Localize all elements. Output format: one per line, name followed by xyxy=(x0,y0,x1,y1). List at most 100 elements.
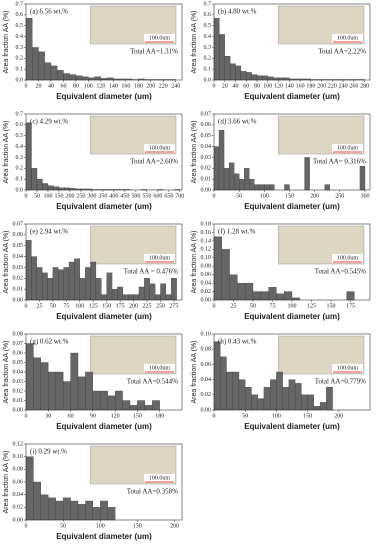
bar xyxy=(282,387,290,411)
x-tick-label: 200 xyxy=(334,413,343,419)
y-tick-label: 0.04 xyxy=(13,492,24,498)
bar xyxy=(283,77,290,81)
y-axis-label: Area fraction AA (%) xyxy=(3,450,10,513)
x-tick-label: 150 xyxy=(303,413,312,419)
panel: 100.0um 0.00 0.02 0.04 0.06 0.08 0.10 0.12 0 50 10… xyxy=(3,441,183,541)
x-tick-label: 500 xyxy=(131,193,140,199)
x-tick-label: 150 xyxy=(102,303,111,309)
y-tick-label: 0.0 xyxy=(204,77,212,83)
x-tick-label: 100 xyxy=(260,193,269,199)
bar xyxy=(288,379,296,411)
bar xyxy=(50,65,58,81)
bar xyxy=(346,291,355,301)
bar xyxy=(88,77,95,81)
bar xyxy=(232,371,240,411)
y-tick-label: 0.05 xyxy=(13,360,24,366)
bar xyxy=(128,294,134,301)
bar xyxy=(94,76,102,81)
x-tick-label: 150 xyxy=(133,523,142,529)
y-tick-label: 0.08 xyxy=(13,467,24,473)
y-tick-label: 0.08 xyxy=(13,331,24,337)
x-tick-label: 200 xyxy=(129,303,138,309)
bar xyxy=(55,500,64,521)
bar xyxy=(101,294,107,301)
plot-frame xyxy=(213,113,371,191)
y-tick-label: 0.03 xyxy=(13,379,24,385)
x-tick-label: 50 xyxy=(236,193,242,199)
y-tick-label: 0.14 xyxy=(201,238,212,244)
bar xyxy=(75,75,83,81)
bar xyxy=(260,291,269,301)
panel: 100.0um 0.00 0.02 0.04 0.06 0.08 0.10 0 50 100 150… xyxy=(191,331,371,431)
bar xyxy=(256,75,263,81)
bar xyxy=(252,291,261,301)
y-tick-label: 0.07 xyxy=(13,341,24,347)
bar xyxy=(154,294,161,301)
x-tick-label: 125 xyxy=(307,303,316,309)
bar xyxy=(284,291,293,301)
bar xyxy=(62,497,71,521)
x-tick-label: 225 xyxy=(143,303,152,309)
x-axis-label: Equivalent diameter (um) xyxy=(56,422,152,431)
y-tick-label: 0.6 xyxy=(204,12,212,18)
x-tick-label: 180 xyxy=(306,83,315,89)
plot-frame xyxy=(25,113,183,191)
bar xyxy=(106,272,113,301)
bar xyxy=(82,76,89,81)
x-tick-label: 180 xyxy=(155,413,164,419)
scale-box xyxy=(144,34,175,43)
y-axis-label: Area fraction AA (%) xyxy=(191,340,198,403)
bar xyxy=(301,394,308,411)
annotation: Total AA=0.545% xyxy=(315,268,366,276)
bar xyxy=(239,178,245,191)
x-tick-label: 350 xyxy=(98,193,107,199)
x-tick-label: 20 xyxy=(35,83,41,89)
scale-label: 100.0um xyxy=(149,35,171,41)
y-tick-label: 0.05 xyxy=(13,243,24,249)
plot-frame xyxy=(25,3,183,81)
y-tick-label: 0.02 xyxy=(201,392,212,398)
y-tick-label: 0.03 xyxy=(201,155,212,161)
y-tick-label: 0.16 xyxy=(201,230,212,236)
bar xyxy=(100,390,108,411)
y-tick-label: 0.06 xyxy=(13,350,24,356)
x-tick-label: 90 xyxy=(90,413,96,419)
x-tick-label: 160 xyxy=(296,83,305,89)
x-tick-label: 100 xyxy=(43,193,52,199)
bar xyxy=(92,507,101,521)
annotation: Total AA=0.779% xyxy=(315,378,366,386)
panel-title: (a) 6.56 wt.% xyxy=(30,8,68,16)
x-tick-label: 400 xyxy=(109,193,118,199)
x-tick-label: 180 xyxy=(134,83,143,89)
x-tick-label: 0 xyxy=(25,83,28,89)
y-tick-label: 0.7 xyxy=(16,1,24,7)
y-tick-label: 0.04 xyxy=(201,377,212,383)
y-tick-label: 0.06 xyxy=(13,232,24,238)
bar xyxy=(62,381,71,411)
bar xyxy=(111,288,118,301)
x-tick-label: 150 xyxy=(285,193,294,199)
panel-title: (d) 3.66 wt.% xyxy=(218,118,257,126)
annotation: Total AA= 0.316% xyxy=(313,158,366,166)
bar xyxy=(165,294,172,301)
scale-box xyxy=(144,364,175,373)
bar xyxy=(85,500,94,521)
x-axis-label: Equivalent diameter (um) xyxy=(56,532,152,541)
x-tick-label: 200 xyxy=(146,83,155,89)
x-tick-label: 60 xyxy=(60,83,66,89)
bar xyxy=(284,184,290,191)
bar xyxy=(70,352,79,411)
bar xyxy=(244,168,250,191)
bar xyxy=(40,362,49,411)
y-tick-label: 0.08 xyxy=(201,347,212,353)
bar xyxy=(220,356,227,411)
bar xyxy=(106,77,114,81)
x-tick-label: 300 xyxy=(360,193,369,199)
y-axis-label: Area fraction AA (%) xyxy=(3,340,10,403)
bar xyxy=(122,294,129,301)
bar xyxy=(47,278,54,301)
bar xyxy=(291,297,300,301)
bar xyxy=(251,394,258,411)
bar xyxy=(36,178,43,191)
